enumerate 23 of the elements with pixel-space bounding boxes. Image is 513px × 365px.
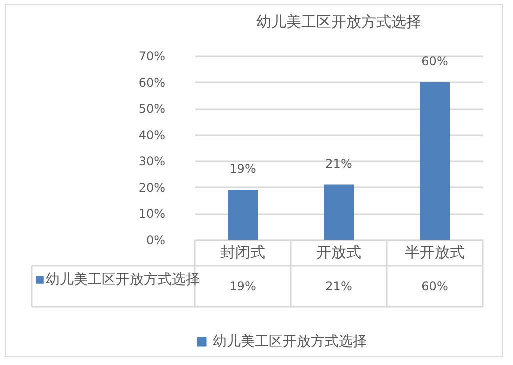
x-tick-label: 开放式 xyxy=(316,244,362,262)
y-tick-label: 60% xyxy=(138,76,166,90)
legend-label: 幼儿美工区开放方式选择 xyxy=(46,272,200,288)
y-tick-label: 40% xyxy=(138,128,166,142)
chart-title: 幼儿美工区开放方式选择 xyxy=(256,13,422,31)
y-tick-label: 20% xyxy=(138,180,166,195)
data-label: 60% xyxy=(422,280,448,294)
x-tick-label: 封闭式 xyxy=(220,244,266,262)
y-tick-label: 70% xyxy=(138,50,166,64)
bar xyxy=(324,184,354,240)
text: 19% xyxy=(230,162,256,176)
text: 幼儿美工区开放方式选择 xyxy=(213,334,367,350)
y-tick-label: 0% xyxy=(146,234,166,248)
y-tick-label: 30% xyxy=(138,154,166,169)
y-tick-label: 10% xyxy=(138,207,166,222)
bar xyxy=(420,82,450,240)
x-tick-label: 半开放式 xyxy=(405,244,465,262)
data-label: 19% xyxy=(230,280,256,294)
text: 21% xyxy=(326,156,352,171)
y-tick-label: 50% xyxy=(138,102,166,116)
data-label: 21% xyxy=(326,280,352,294)
text: 60% xyxy=(422,54,448,68)
bar xyxy=(228,190,258,240)
